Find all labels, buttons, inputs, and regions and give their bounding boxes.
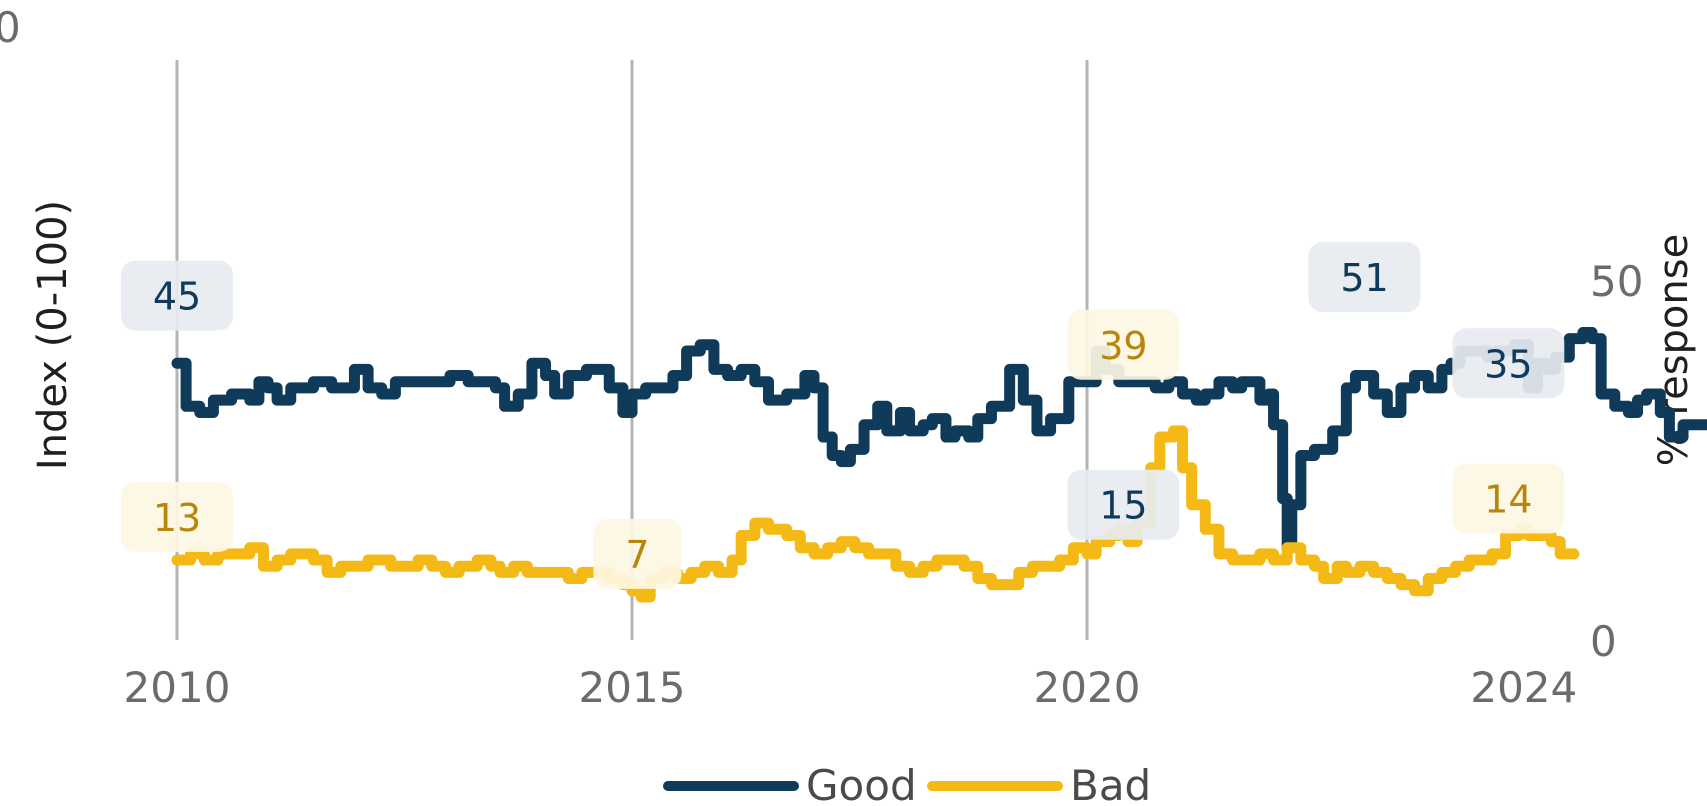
- right-tick-0: 0: [1590, 617, 1617, 666]
- data-label-bad-14: 14: [1452, 463, 1565, 534]
- data-label-good-51: 51: [1308, 242, 1421, 313]
- legend-item-bad: Bad: [927, 761, 1151, 806]
- data-label-background: [593, 518, 682, 589]
- data-label-background: [121, 482, 233, 552]
- data-label-background: [121, 260, 233, 331]
- series-line-bad: [171, 425, 1580, 603]
- legend-label: Good: [806, 761, 917, 806]
- right-tick-50: 50: [1590, 257, 1643, 306]
- x-axis: 2010 2015 2020 2024: [124, 663, 1578, 712]
- data-label-good-45: 45: [121, 260, 233, 331]
- data-label-bad-7: 7: [593, 518, 682, 589]
- right-axis: 50 0 % response: [1590, 234, 1697, 666]
- left-axis-title: Index (0-100): [30, 200, 76, 470]
- x-tick-2015: 2015: [579, 663, 686, 712]
- data-label-bad-39: 39: [1067, 309, 1180, 380]
- legend-item-good: Good: [663, 761, 917, 806]
- data-label-text: 35: [1484, 342, 1532, 386]
- data-label-background: [1452, 328, 1565, 399]
- data-label-text: 15: [1099, 484, 1147, 528]
- data-label-text: 7: [625, 533, 649, 577]
- data-label-good-15: 15: [1067, 469, 1180, 540]
- data-label-text: 39: [1099, 324, 1147, 368]
- left-axis: 0 Index (0-100): [0, 3, 76, 470]
- data-labels: 45 13 7 39 15 51 35 14: [121, 242, 1565, 589]
- left-tick-partial: 0: [0, 3, 21, 52]
- data-label-text: 45: [153, 275, 201, 319]
- data-label-background: [1067, 469, 1180, 540]
- data-label-good-35: 35: [1452, 328, 1565, 399]
- legend-label: Bad: [1070, 761, 1151, 806]
- data-label-background: [1308, 242, 1421, 313]
- x-tick-2010: 2010: [124, 663, 231, 712]
- x-tick-2020: 2020: [1034, 663, 1141, 712]
- data-label-bad-13: 13: [121, 482, 233, 552]
- x-tick-2024: 2024: [1470, 663, 1577, 712]
- data-label-text: 14: [1484, 478, 1532, 522]
- data-label-text: 13: [153, 496, 201, 540]
- data-label-text: 51: [1340, 256, 1388, 300]
- data-label-background: [1452, 463, 1565, 534]
- data-label-background: [1067, 309, 1180, 380]
- legend: Good Bad: [663, 761, 1151, 806]
